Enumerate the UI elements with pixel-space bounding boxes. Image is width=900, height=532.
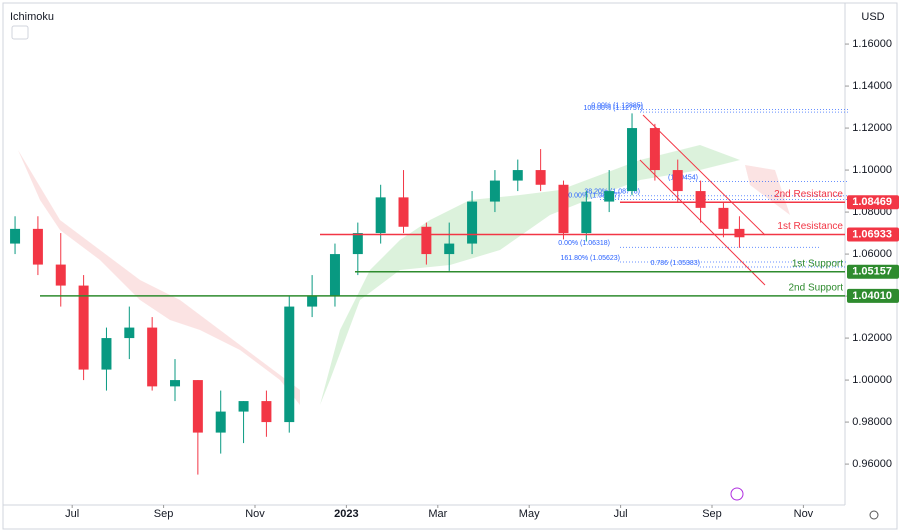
candle-body [421,226,432,255]
level-price-label: 1.08469 [852,196,892,208]
fib-label: 161.80% (1.05623) [560,255,620,262]
candle-body [261,401,272,423]
candle-body [558,184,569,234]
candle-body [170,380,181,387]
candle-body [535,170,546,185]
x-tick-label: Nov [794,508,814,520]
candle-body [10,228,21,244]
level-price-label: 1.04010 [852,290,892,302]
x-tick-label: 2023 [334,508,358,520]
event-icon[interactable] [730,487,744,501]
candle-body [215,411,226,433]
y-tick-label: 1.16000 [852,38,892,50]
x-tick-label: Mar [428,508,447,520]
candle-body [32,228,43,265]
level-price-box [847,264,899,279]
level-price-box [847,227,899,242]
candle-body [147,327,158,387]
candle-body [307,296,318,307]
level-name: 2nd Support [789,283,844,294]
level-price-label: 1.06933 [852,228,892,240]
y-tick-label: 1.14000 [852,80,892,92]
y-tick-label: 1.10000 [852,164,892,176]
collapse-button[interactable] [11,25,29,40]
settings-icon[interactable] [869,510,879,520]
y-tick-label: 1.00000 [852,374,892,386]
x-tick-label: Sep [154,508,174,520]
fib-label: 100.00% (1.12757) [583,105,643,112]
candle-body [512,170,523,181]
candle-body [329,254,340,297]
fib-label: 100.00% (1.08597) [560,192,620,199]
candle-body [238,401,249,412]
y-tick-label: 1.02000 [852,332,892,344]
ichimoku-cloud-red [18,150,300,405]
candle-body [375,197,386,234]
candle-body [672,170,683,192]
candle-body [695,191,706,208]
fib-label: (1.09454) [668,174,698,181]
level-price-box [847,288,899,303]
candle-body [604,191,615,202]
plot: 0.960000.980001.000001.020001.040001.060… [10,38,899,520]
candle-body [489,180,500,202]
candle-body [444,243,455,255]
candle-body [581,201,592,234]
candle-body [398,197,409,227]
candle-body [55,264,66,286]
level-price-label: 1.05157 [852,266,892,278]
x-tick-label: Jul [614,508,628,520]
y-tick-label: 0.96000 [852,458,892,470]
x-tick-label: Jul [65,508,79,520]
candle-body [467,201,478,244]
candle-body [734,228,745,238]
level-price-box [847,195,899,210]
fib-label: 0.00% (1.12885) [591,102,643,109]
currency[interactable]: USD [861,11,884,23]
candle-body [627,128,638,192]
candle-body [192,380,203,433]
x-tick-label: May [519,508,540,520]
channel-upper [642,114,766,236]
channel-lower [639,159,766,286]
y-tick-label: 1.06000 [852,248,892,260]
level-name: 1st Support [792,258,843,269]
indicator-title: Ichimoku [10,11,54,23]
y-tick-label: 0.98000 [852,416,892,428]
level-name: 1st Resistance [777,221,843,232]
candle-body [101,338,112,370]
candle-body [718,207,729,229]
x-tick-label: Nov [245,508,265,520]
x-tick-label: Sep [702,508,722,520]
fib-label: 0.786 (1.05383) [651,260,700,267]
candle-body [124,327,135,339]
candle-body [649,128,660,171]
fib-label: 0.00% (1.06318) [558,240,610,247]
y-tick-label: 1.12000 [852,122,892,134]
candle-body [78,285,89,370]
candle-body [284,306,295,423]
candle-body [352,233,363,255]
ichimoku-cloud-green [320,145,740,405]
level-name: 2nd Resistance [774,189,843,200]
